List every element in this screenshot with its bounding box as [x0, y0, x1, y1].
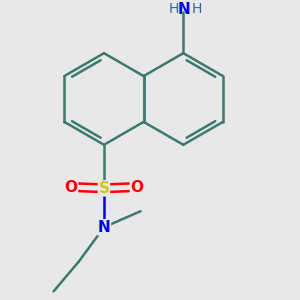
Text: N: N	[178, 2, 190, 17]
Text: H: H	[192, 2, 202, 16]
Text: H: H	[169, 2, 179, 16]
Text: S: S	[98, 181, 110, 196]
Text: N: N	[98, 220, 110, 235]
Text: O: O	[130, 179, 143, 194]
Text: O: O	[64, 179, 77, 194]
